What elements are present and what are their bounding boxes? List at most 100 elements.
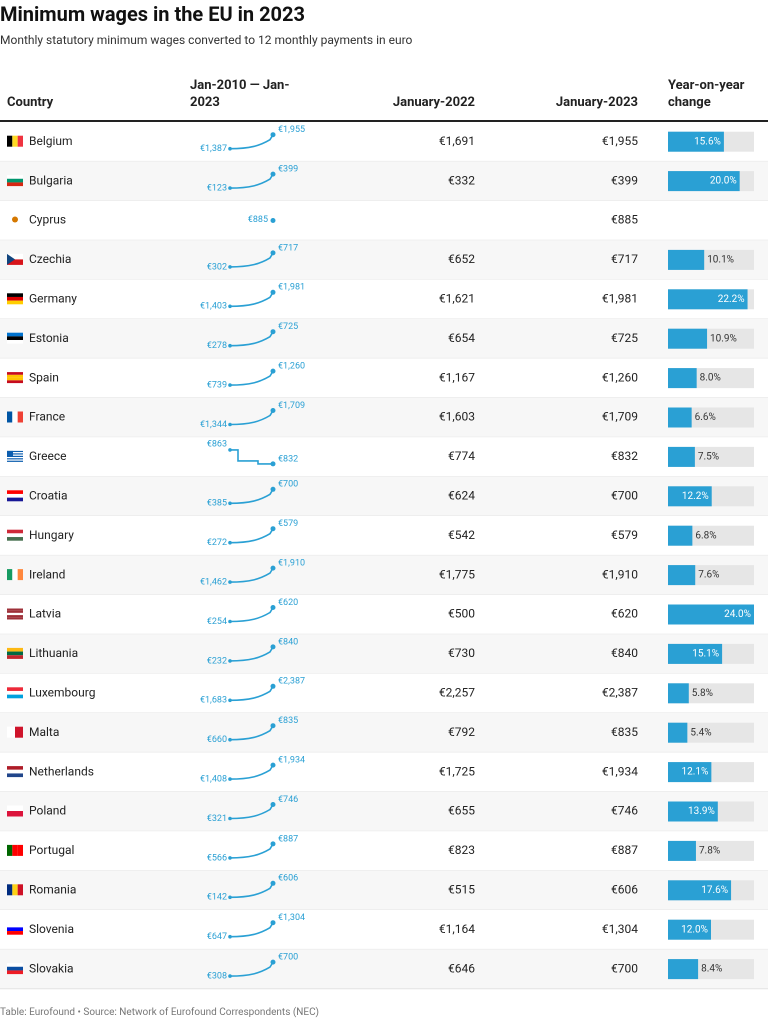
sparkline bbox=[229, 922, 274, 938]
jan-2022: €646 bbox=[448, 961, 475, 975]
flag bbox=[7, 259, 23, 265]
jan-2022: €1,603 bbox=[439, 410, 475, 424]
flag bbox=[7, 253, 15, 265]
spark-start: €272 bbox=[207, 538, 227, 548]
jan-2022: €542 bbox=[448, 528, 475, 542]
spark-dot bbox=[228, 540, 232, 545]
spark-dot bbox=[270, 289, 276, 295]
row-background bbox=[0, 161, 768, 201]
spark-start: €254 bbox=[207, 617, 227, 627]
flag bbox=[7, 608, 23, 611]
change-label: 12.1% bbox=[682, 767, 709, 778]
flag bbox=[17, 844, 23, 856]
jan-2022: €1,621 bbox=[439, 291, 475, 305]
sparkline bbox=[229, 843, 274, 859]
flag bbox=[7, 296, 23, 301]
change-bar bbox=[668, 565, 696, 586]
change-bar bbox=[668, 683, 689, 704]
flag bbox=[7, 411, 13, 423]
change-label: 7.8% bbox=[699, 846, 720, 857]
jan-2022: €515 bbox=[448, 882, 475, 896]
jan-2022: €1,725 bbox=[439, 764, 475, 778]
flag bbox=[7, 766, 23, 770]
spark-dot bbox=[270, 486, 276, 492]
jan-2022: €1,167 bbox=[439, 370, 475, 384]
flag bbox=[7, 805, 23, 811]
flag bbox=[12, 569, 18, 581]
change-bar bbox=[668, 801, 718, 822]
jan-2023: €840 bbox=[611, 646, 638, 660]
change-bar bbox=[668, 959, 699, 980]
flag bbox=[12, 844, 18, 856]
row-background bbox=[0, 358, 768, 398]
sparkline bbox=[229, 607, 274, 623]
change-label: 6.6% bbox=[695, 412, 716, 423]
spark-dot bbox=[270, 132, 276, 138]
flag bbox=[7, 923, 23, 928]
change-label: 10.9% bbox=[710, 333, 737, 344]
flag bbox=[7, 455, 23, 458]
country: Hungary bbox=[29, 528, 74, 542]
change-label: 7.5% bbox=[698, 452, 719, 463]
spark-end: €717 bbox=[278, 243, 298, 253]
sparkline bbox=[229, 646, 274, 662]
spark-dot bbox=[228, 777, 232, 781]
spark-start: €232 bbox=[207, 656, 227, 666]
spark-start: €566 bbox=[207, 853, 227, 863]
flag bbox=[7, 569, 13, 581]
jan-2022: €823 bbox=[448, 843, 475, 857]
spark-end: €2,387 bbox=[278, 677, 305, 687]
row-background bbox=[0, 200, 768, 241]
spark-dot bbox=[228, 619, 232, 624]
flag bbox=[7, 458, 23, 460]
row-background bbox=[0, 949, 768, 989]
spark-end: €746 bbox=[278, 795, 298, 805]
spark-dot bbox=[228, 265, 232, 269]
spark-dot bbox=[228, 501, 232, 506]
row-background bbox=[0, 319, 768, 359]
column-header: January-2022 bbox=[392, 95, 475, 110]
sparkline bbox=[229, 410, 274, 426]
flag bbox=[7, 457, 23, 459]
spark-dot bbox=[228, 186, 232, 190]
column-header: Jan-2010 — Jan-2023 bbox=[190, 78, 290, 110]
jan-2023: €2,387 bbox=[602, 685, 638, 699]
flag bbox=[7, 651, 23, 656]
flag bbox=[7, 726, 15, 738]
change-label: 7.6% bbox=[698, 570, 719, 581]
change-label: 13.9% bbox=[688, 806, 715, 817]
spark-end: €579 bbox=[278, 519, 298, 529]
flag bbox=[17, 884, 23, 896]
change-bar bbox=[668, 328, 708, 349]
sparkline bbox=[229, 252, 274, 268]
change-label: 20.0% bbox=[710, 176, 737, 187]
country: Poland bbox=[29, 804, 66, 818]
spark-dot bbox=[270, 408, 276, 413]
spark-dot bbox=[228, 934, 232, 939]
jan-2022: €1,164 bbox=[439, 922, 475, 936]
change-label: 15.6% bbox=[694, 136, 721, 147]
change-bar bbox=[668, 604, 754, 625]
spark-start: €739 bbox=[207, 380, 227, 390]
spark-dot bbox=[270, 723, 276, 729]
change-bar bbox=[668, 131, 724, 152]
row-background bbox=[0, 555, 768, 595]
flag bbox=[7, 450, 23, 453]
spark-dot bbox=[228, 146, 232, 151]
spark-end: €1,981 bbox=[278, 283, 305, 293]
jan-2022: €730 bbox=[448, 646, 475, 660]
jan-2023: €606 bbox=[611, 882, 638, 896]
flag bbox=[7, 135, 13, 147]
spark-start: €1,387 bbox=[200, 144, 227, 154]
jan-2023: €885 bbox=[611, 213, 638, 227]
spark-end: €835 bbox=[278, 716, 298, 726]
sparkline bbox=[229, 685, 274, 702]
spark-start: €308 bbox=[207, 971, 227, 981]
spark-end: €1,304 bbox=[278, 913, 305, 923]
spark-dot bbox=[228, 856, 232, 860]
flag bbox=[12, 135, 18, 147]
row-background bbox=[0, 122, 768, 162]
flag bbox=[7, 773, 23, 778]
spark-end: €1,260 bbox=[278, 361, 305, 371]
